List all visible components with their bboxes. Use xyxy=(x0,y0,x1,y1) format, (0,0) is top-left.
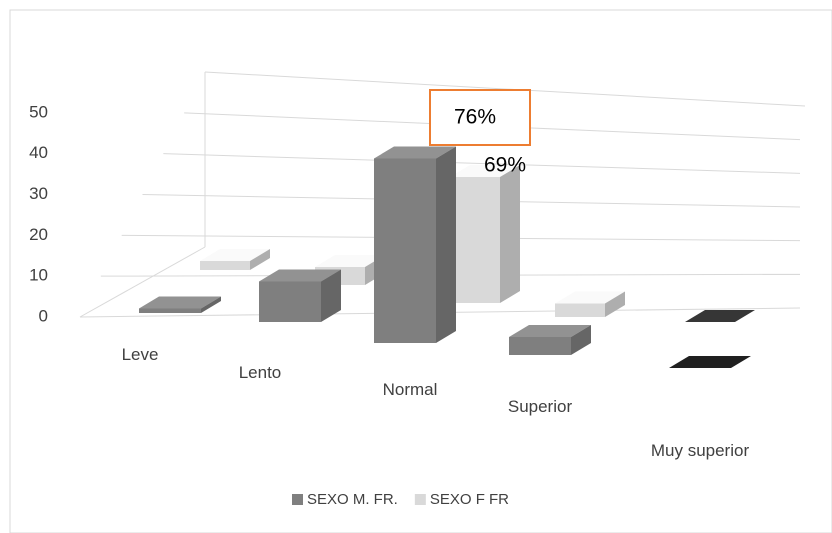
bar-top xyxy=(315,255,385,267)
bar-side xyxy=(250,249,270,270)
bar-top xyxy=(259,269,341,282)
grid-line xyxy=(163,153,801,174)
bar-top xyxy=(509,325,591,337)
y-tick-label: 10 xyxy=(29,266,48,285)
bar-front xyxy=(139,308,201,313)
bar-side xyxy=(201,296,221,313)
bar-side xyxy=(605,291,625,317)
bar-top xyxy=(555,291,625,304)
bar-front xyxy=(200,261,250,270)
y-tick-label: 20 xyxy=(29,225,48,244)
x-tick-label: Superior xyxy=(507,397,573,416)
bar-top xyxy=(669,356,751,368)
x-tick-label: Lento xyxy=(238,363,282,382)
y-tick-label: 0 xyxy=(39,306,48,325)
bar-top xyxy=(200,249,270,261)
bar-side xyxy=(571,325,591,355)
bar-top xyxy=(374,146,456,159)
bar-front xyxy=(555,303,605,317)
bar-side xyxy=(436,146,456,343)
annotation: 69% xyxy=(484,154,526,177)
annotation: 76% xyxy=(454,106,496,129)
y-tick-label: 50 xyxy=(29,102,48,121)
legend-label: SEXO F FR xyxy=(430,491,509,508)
bar-side xyxy=(500,165,520,303)
bar-top xyxy=(139,296,221,309)
annotation-box xyxy=(429,89,531,146)
bar-front xyxy=(259,281,321,322)
x-tick-label: Leve xyxy=(121,345,159,364)
legend-swatch xyxy=(292,494,303,505)
bar-side xyxy=(321,269,341,322)
bar-front xyxy=(374,158,436,343)
x-tick-label: Muy superior xyxy=(650,441,750,460)
chart-border xyxy=(9,9,832,533)
y-tick-label: 30 xyxy=(29,184,48,203)
legend-label: SEXO M. FR. xyxy=(307,491,398,508)
x-tick-label: Normal xyxy=(382,380,438,399)
y-tick-label: 40 xyxy=(29,143,48,162)
bar-top xyxy=(685,310,755,322)
bar-front xyxy=(450,177,500,303)
bar-front xyxy=(509,337,571,355)
floor-edge xyxy=(79,246,206,318)
legend-swatch xyxy=(414,494,426,505)
bar-top xyxy=(450,165,520,177)
